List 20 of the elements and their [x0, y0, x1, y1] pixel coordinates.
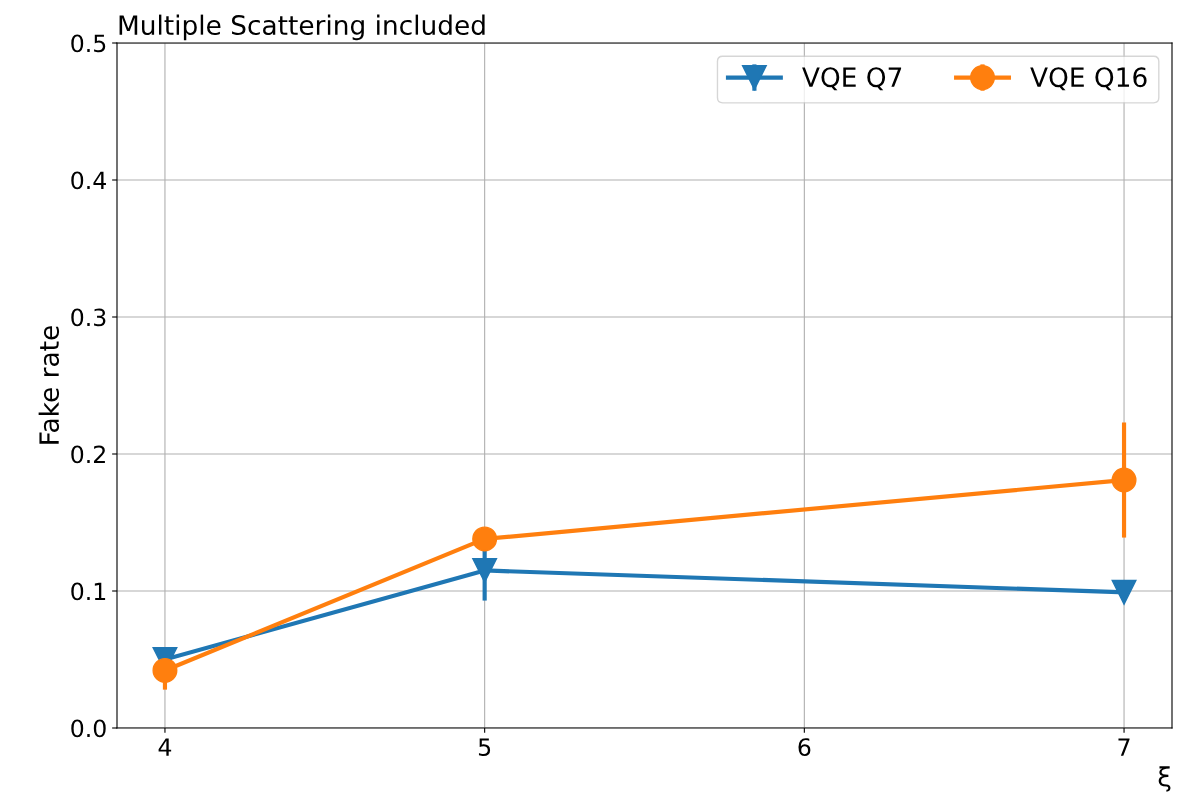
x-tick-label: 7 — [1118, 738, 1130, 756]
point — [472, 557, 498, 583]
point — [1111, 579, 1137, 605]
y-tick-label: 0.4 — [71, 171, 106, 190]
x-tick-label: 4 — [158, 738, 172, 756]
point — [1111, 467, 1137, 493]
legend-label: VQE Q16 — [1030, 67, 1147, 91]
chart-title: Multiple Scattering included — [119, 14, 485, 41]
y-tick-label: 0.0 — [71, 719, 106, 738]
legend-label: VQE Q7 — [802, 67, 902, 91]
y-tick-label: 0.2 — [71, 445, 105, 464]
y-tick-label: 0.5 — [71, 34, 106, 53]
point — [472, 526, 498, 552]
y-tick-label: 0.1 — [71, 582, 106, 601]
x-tick-label: 6 — [798, 738, 811, 756]
x-tick-label: 5 — [478, 738, 491, 756]
y-axis-title: Fake rate — [38, 326, 60, 444]
x-axis-title: ξ — [1158, 766, 1171, 792]
y-tick-label: 0.3 — [71, 308, 106, 327]
point — [152, 657, 178, 683]
